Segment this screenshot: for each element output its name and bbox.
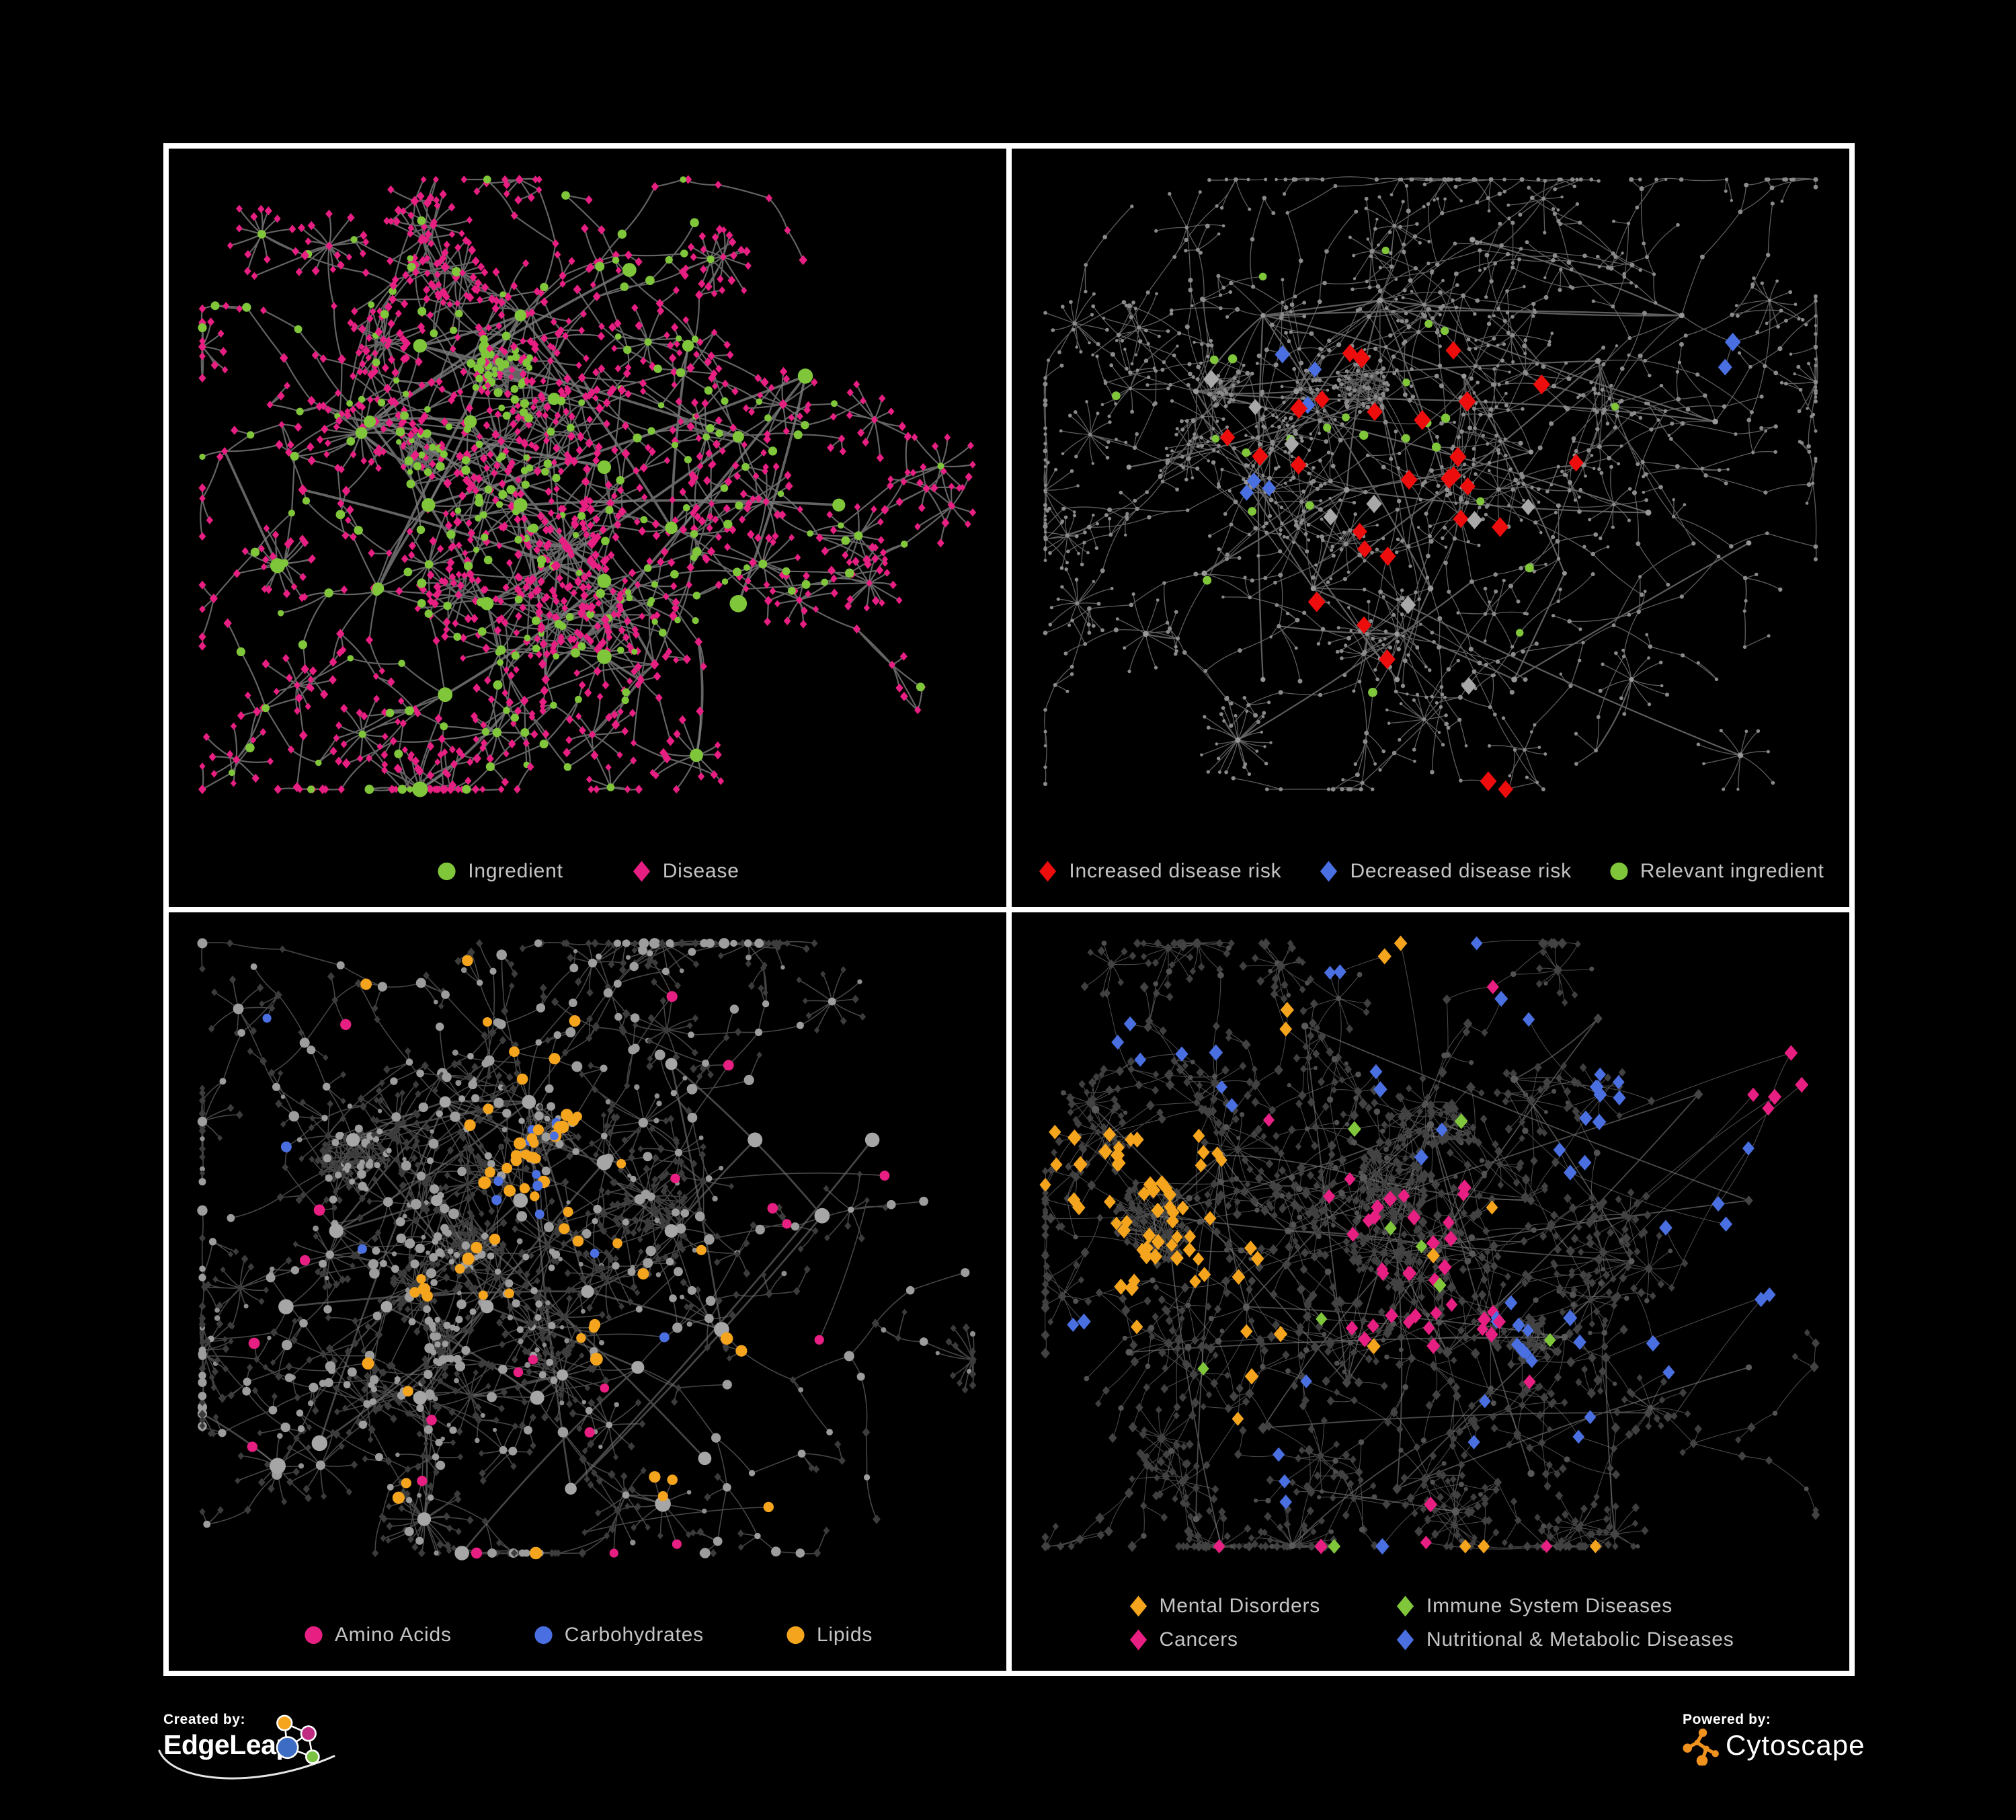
legend-disease-risk: Increased disease risk Decreased disease … xyxy=(1012,859,1849,883)
panel-nutrient-classes: Amino Acids Carbohydrates Lipids xyxy=(169,912,1006,1671)
legend-item-amino-acids: Amino Acids xyxy=(303,1623,452,1647)
legend-item-decreased-disease-risk: Decreased disease risk xyxy=(1318,859,1571,883)
cancers-diamond-swatch-icon xyxy=(1129,1629,1147,1651)
legend-label-decreased-disease-risk: Decreased disease risk xyxy=(1350,860,1572,882)
nutritional-metabolic-diseases-diamond-swatch-icon xyxy=(1396,1629,1414,1651)
edgeleap-wordmark: EdgeLeap xyxy=(163,1729,292,1760)
decreased-disease-risk-diamond-swatch-icon xyxy=(1320,861,1338,882)
edgeleap-credit: Created by: EdgeLeap xyxy=(158,1712,499,1813)
network-nodes xyxy=(197,938,977,1560)
cytoscape-wordmark: Cytoscape xyxy=(1726,1729,1865,1761)
edgeleap-logo-icon xyxy=(276,1714,320,1764)
legend-item-carbohydrates: Carbohydrates xyxy=(532,1623,704,1647)
network-edges xyxy=(199,941,975,1555)
immune-system-diseases-diamond-swatch-icon xyxy=(1396,1595,1414,1617)
legend-ingredient-disease: Ingredient Disease xyxy=(169,859,1006,883)
edgeleap-swoosh-icon xyxy=(158,1749,335,1780)
cytoscape-credit: Powered by: Cytoscape xyxy=(1683,1712,1898,1786)
legend-item-cancers: Cancers xyxy=(1127,1628,1321,1652)
legend-label-mental-disorders: Mental Disorders xyxy=(1159,1595,1321,1617)
legend-item-ingredient: Ingredient xyxy=(436,859,563,883)
network-nutrient-classes xyxy=(197,938,977,1560)
legend-item-disease: Disease xyxy=(631,859,739,883)
panel-grid: Ingredient Disease Increased disease risk… xyxy=(163,143,1855,1676)
legend-label-lipids: Lipids xyxy=(816,1624,873,1646)
disease-diamond-swatch-icon xyxy=(633,861,650,882)
legend-item-increased-disease-risk: Increased disease risk xyxy=(1037,859,1281,883)
legend-label-amino-acids: Amino Acids xyxy=(334,1624,452,1646)
ingredient-circle-swatch-icon xyxy=(438,862,456,881)
carbohydrates-circle-swatch-icon xyxy=(534,1626,553,1645)
legend-item-nutritional-metabolic-diseases: Nutritional & Metabolic Diseases xyxy=(1394,1628,1734,1652)
legend-label-relevant-ingredient: Relevant ingredient xyxy=(1640,860,1824,882)
increased-disease-risk-diamond-swatch-icon xyxy=(1039,861,1057,882)
network-nodes xyxy=(1039,935,1820,1555)
panel-disease-classes: Mental Disorders Immune System Diseases Ca… xyxy=(1012,912,1849,1671)
legend-label-disease: Disease xyxy=(662,860,739,882)
network-nodes xyxy=(198,174,977,797)
mental-disorders-diamond-swatch-icon xyxy=(1129,1595,1147,1617)
network-disease-risk xyxy=(1043,176,1818,799)
legend-disease-classes: Mental Disorders Immune System Diseases Ca… xyxy=(1012,1594,1849,1652)
relevant-ingredient-circle-swatch-icon xyxy=(1610,862,1628,881)
network-nodes xyxy=(1043,177,1818,799)
amino-acids-circle-swatch-icon xyxy=(305,1626,323,1645)
legend-item-relevant-ingredient: Relevant ingredient xyxy=(1608,859,1824,883)
network-ingredient-disease xyxy=(198,174,977,797)
network-disease-classes xyxy=(1039,935,1820,1555)
legend-label-cancers: Cancers xyxy=(1159,1628,1238,1651)
panel-ingredient-disease: Ingredient Disease xyxy=(169,149,1006,907)
created-by-label: Created by: xyxy=(163,1712,246,1727)
legend-label-ingredient: Ingredient xyxy=(468,860,563,882)
legend-item-mental-disorders: Mental Disorders xyxy=(1127,1594,1321,1618)
legend-label-immune-system-diseases: Immune System Diseases xyxy=(1426,1595,1673,1617)
powered-by-label: Powered by: xyxy=(1683,1712,1771,1727)
cytoscape-logo-icon xyxy=(1683,1729,1719,1766)
legend-nutrient-classes: Amino Acids Carbohydrates Lipids xyxy=(169,1623,1006,1647)
panel-disease-risk: Increased disease risk Decreased disease … xyxy=(1012,149,1849,907)
network-edges xyxy=(1043,176,1818,791)
legend-label-nutritional-metabolic-diseases: Nutritional & Metabolic Diseases xyxy=(1426,1628,1734,1651)
legend-label-carbohydrates: Carbohydrates xyxy=(564,1624,704,1646)
legend-item-immune-system-diseases: Immune System Diseases xyxy=(1394,1594,1734,1618)
lipids-circle-swatch-icon xyxy=(787,1626,805,1645)
legend-item-lipids: Lipids xyxy=(784,1623,873,1647)
legend-label-increased-disease-risk: Increased disease risk xyxy=(1069,860,1282,882)
